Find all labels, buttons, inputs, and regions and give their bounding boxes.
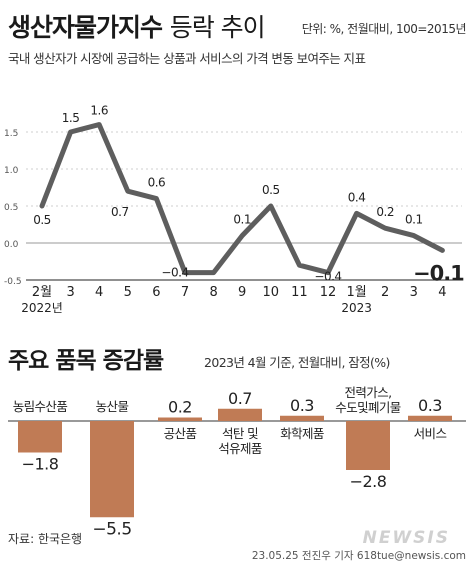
series-line: [39, 122, 445, 276]
x-tick-label: 2: [381, 285, 389, 300]
source-note: 자료: 한국은행: [8, 532, 83, 546]
bar: [346, 421, 390, 470]
data-label: 0.3: [290, 396, 314, 415]
x-tick-label: 4: [438, 285, 446, 300]
data-label: 0.4: [348, 190, 366, 204]
data-label: −0.4: [161, 266, 188, 280]
x-tick-label: 3: [410, 285, 418, 300]
y-tick-label: 1.5: [4, 129, 18, 139]
x-tick-label: 2월: [32, 285, 52, 300]
data-label: 0.2: [168, 398, 192, 417]
data-label: 0.1: [233, 213, 251, 227]
data-label: −0.1: [413, 261, 464, 285]
x-year-label: 2022년: [21, 301, 63, 315]
y-tick-label: 0.5: [4, 203, 18, 213]
bar-chart: −1.8 농림수산품 −5.5 농산물 0.2 공산품 0.7 석탄 및 석유제품 0.3 화학제품…: [8, 385, 466, 538]
chart-title: 생산자물가지수 등락 추이: [8, 8, 266, 44]
data-label: −2.8: [350, 472, 387, 491]
category-label-line: 농림수산품: [13, 399, 68, 414]
category-label-line: 석유제품: [218, 441, 262, 456]
x-tick-label: 7: [181, 285, 189, 300]
category-label-line: 석탄 및: [222, 426, 258, 441]
category-label-line: 공산품: [164, 426, 197, 441]
x-year-label: 2023: [341, 301, 372, 315]
x-tick-label: 1월: [346, 285, 366, 300]
x-tick-label: 10: [263, 285, 280, 300]
bar: [280, 415, 324, 421]
data-label: −5.5: [92, 519, 131, 538]
y-tick-label: 1.0: [4, 166, 19, 176]
category-label-line: 농산물: [96, 399, 129, 414]
category-label-line: 서비스: [414, 426, 447, 441]
data-label: 0.3: [418, 396, 442, 415]
x-tick-label: 11: [291, 285, 308, 300]
chart-title-main: 생산자물가지수: [8, 13, 163, 42]
x-tick-label: 5: [124, 285, 132, 300]
data-label: 1.6: [90, 104, 108, 118]
data-label: 0.5: [33, 213, 51, 227]
category-label-line: 화학제품: [280, 426, 324, 441]
data-label: 0.5: [262, 183, 280, 197]
category-label-line: 수도및폐기물: [335, 400, 401, 415]
section2-note: 2023년 4월 기준, 전월대비, 잠정(%): [204, 355, 390, 370]
bar: [18, 421, 62, 453]
watermark-logo: NEWSIS: [362, 528, 450, 548]
data-label: 0.6: [148, 176, 166, 190]
data-label: −1.8: [22, 455, 59, 474]
category-label: 농산물: [96, 399, 129, 414]
y-tick-label: -0.5: [4, 277, 22, 287]
category-label: 서비스: [414, 426, 447, 441]
x-tick-label: 4: [95, 285, 103, 300]
bar: [408, 415, 452, 421]
chart-description: 국내 생산자가 시장에 공급하는 상품과 서비스의 가격 변동 보여주는 지표: [8, 51, 366, 66]
x-tick-label: 9: [238, 285, 246, 300]
credit-line: 23.05.25 전진우 기자 618tue@newsis.com: [251, 550, 466, 562]
data-label: −0.4: [314, 270, 341, 284]
category-label: 공산품: [164, 426, 197, 441]
y-tick-label: 0.0: [4, 240, 19, 250]
data-label: 0.1: [405, 213, 423, 227]
unit-note: 단위: %, 전월대비, 100=2015년: [301, 22, 467, 36]
category-label: 화학제품: [280, 426, 324, 441]
data-label: 0.7: [111, 205, 129, 219]
line-chart: 1.5 1.0 0.5 0.0 -0.5 0.5 1.5 1.6 0.7 0.6 −0.4 0.1 0.…: [4, 104, 465, 315]
chart-title-sub: 등락 추이: [169, 13, 266, 42]
category-label-line: 전력가스,: [345, 385, 392, 400]
category-label: 전력가스, 수도및폐기물: [335, 385, 401, 415]
x-tick-label: 6: [152, 285, 160, 300]
bar: [158, 417, 202, 421]
section2-title: 주요 품목 증감률: [8, 348, 164, 374]
data-label: 0.2: [376, 205, 394, 219]
x-tick-label: 8: [209, 285, 217, 300]
bar: [90, 421, 134, 518]
bar: [218, 408, 262, 421]
data-label: 1.5: [62, 111, 80, 125]
category-label: 석탄 및 석유제품: [218, 426, 262, 456]
x-tick-label: 12: [320, 285, 337, 300]
category-label: 농림수산품: [13, 399, 68, 414]
data-label: 0.7: [228, 389, 252, 408]
x-tick-label: 3: [66, 285, 74, 300]
